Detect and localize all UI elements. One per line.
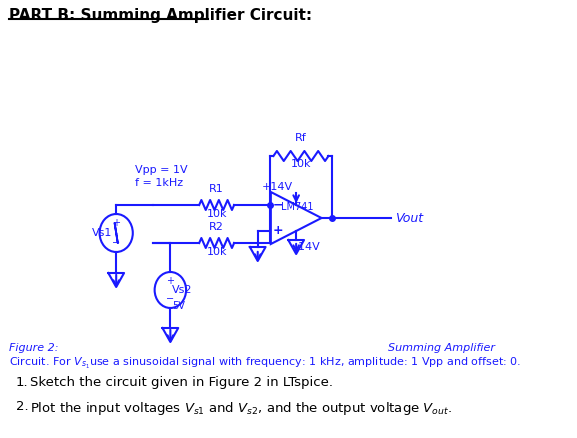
Text: 10k: 10k bbox=[291, 159, 311, 169]
Text: 1.: 1. bbox=[16, 376, 28, 389]
Text: R1: R1 bbox=[209, 184, 224, 194]
Text: LM741: LM741 bbox=[281, 202, 313, 212]
Text: −: − bbox=[112, 238, 120, 248]
Text: Vpp = 1V: Vpp = 1V bbox=[136, 165, 188, 175]
Text: Vs2: Vs2 bbox=[172, 285, 193, 295]
Text: R2: R2 bbox=[209, 222, 224, 232]
Text: 2.: 2. bbox=[16, 400, 28, 413]
Text: Sketch the circuit given in Figure 2 in LTspice.: Sketch the circuit given in Figure 2 in … bbox=[29, 376, 333, 389]
Text: f = 1kHz: f = 1kHz bbox=[136, 178, 183, 188]
Text: Circuit. For $V_{s_1}$use a sinusoidal signal with frequency: 1 kHz, amplitude: : Circuit. For $V_{s_1}$use a sinusoidal s… bbox=[9, 356, 521, 371]
Text: Rf: Rf bbox=[295, 133, 307, 143]
Text: −: − bbox=[272, 198, 283, 212]
Text: −: − bbox=[166, 294, 174, 304]
Text: 10k: 10k bbox=[207, 247, 227, 257]
Text: +: + bbox=[272, 225, 283, 237]
Text: 5V: 5V bbox=[172, 301, 185, 311]
Text: +: + bbox=[112, 218, 120, 228]
Text: PART B: Summing Amplifier Circuit:: PART B: Summing Amplifier Circuit: bbox=[9, 8, 312, 23]
Text: -14V: -14V bbox=[294, 242, 320, 252]
Text: 10k: 10k bbox=[207, 209, 227, 219]
Text: Vs1: Vs1 bbox=[91, 228, 112, 238]
Text: Vout: Vout bbox=[395, 212, 423, 225]
Text: Plot the input voltages $V_{s1}$ and $V_{s2}$, and the output voltage $V_{out}$.: Plot the input voltages $V_{s1}$ and $V_… bbox=[29, 400, 452, 417]
Text: +14V: +14V bbox=[261, 182, 293, 192]
Text: Figure 2:: Figure 2: bbox=[9, 343, 58, 353]
Text: Summing Amplifier: Summing Amplifier bbox=[388, 343, 495, 353]
Text: +: + bbox=[166, 276, 174, 286]
